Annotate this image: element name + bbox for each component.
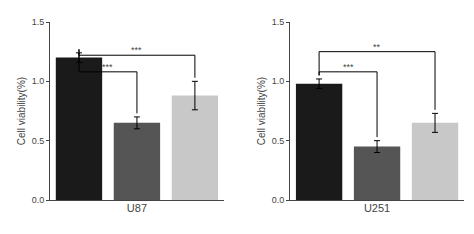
svg-text:1.5: 1.5 [272,17,285,27]
svg-text:0.5: 0.5 [32,136,45,146]
svg-text:0.5: 0.5 [272,136,285,146]
svg-text:***: *** [131,45,142,55]
svg-text:1.0: 1.0 [32,76,45,86]
svg-text:U87: U87 [127,202,147,214]
svg-text:Cell viability(%): Cell viability(%) [256,77,267,145]
svg-text:***: *** [102,62,113,72]
svg-text:U251: U251 [364,202,390,214]
svg-text:Cell viability(%): Cell viability(%) [16,77,27,145]
svg-text:0.0: 0.0 [32,195,45,205]
svg-text:1.5: 1.5 [32,17,45,27]
svg-text:1.0: 1.0 [272,76,285,86]
svg-text:***: *** [343,62,354,72]
svg-text:**: ** [373,42,381,52]
svg-text:0.0: 0.0 [272,195,285,205]
